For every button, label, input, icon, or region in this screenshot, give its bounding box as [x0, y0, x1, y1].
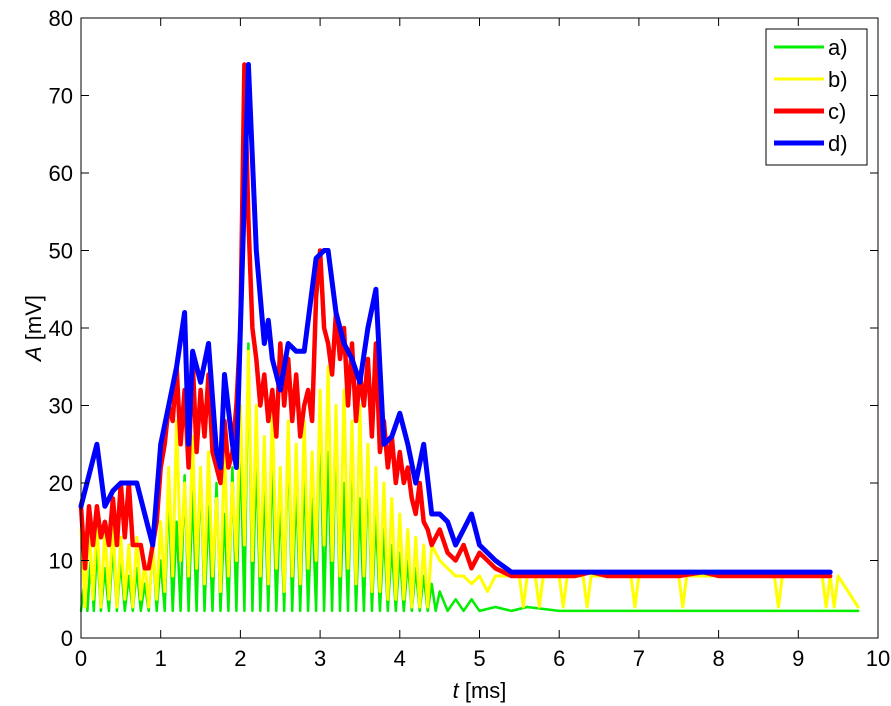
legend: a) b) c) d)	[765, 28, 868, 166]
y-axis-var: A	[21, 346, 46, 363]
y-tick-label: 20	[49, 471, 73, 496]
y-tick-label: 40	[49, 316, 73, 341]
legend-label-1: a)	[828, 35, 848, 60]
legend-items: a) b) c) d)	[774, 35, 848, 156]
legend-label-3: c)	[828, 99, 846, 124]
x-axis-label: t [ms]	[453, 678, 507, 703]
y-axis: 0 10 20 30 40 50 60 70 80	[49, 6, 878, 651]
series-line-4	[78, 62, 833, 575]
x-tick-label: 3	[314, 646, 326, 671]
y-tick-label: 60	[49, 161, 73, 186]
y-tick-label: 0	[61, 626, 73, 651]
x-tick-label: 1	[155, 646, 167, 671]
x-tick-label: 6	[553, 646, 565, 671]
legend-label-2: b)	[828, 67, 848, 92]
x-tick-label: 2	[234, 646, 246, 671]
x-tick-label: 4	[394, 646, 406, 671]
x-tick-label: 7	[633, 646, 645, 671]
y-tick-label: 10	[49, 549, 73, 574]
x-axis-unit: [ms]	[459, 678, 507, 703]
x-tick-label: 5	[473, 646, 485, 671]
x-axis: 0 1 2 3 4 5 6 7 8 9 10	[75, 18, 890, 671]
y-tick-label: 30	[49, 394, 73, 419]
x-tick-label: 10	[866, 646, 890, 671]
x-axis-var: t	[453, 678, 460, 703]
y-tick-label: 80	[49, 6, 73, 31]
x-tick-label: 9	[792, 646, 804, 671]
x-tick-label: 8	[712, 646, 724, 671]
series-layer	[78, 62, 860, 613]
legend-label-4: d)	[828, 131, 848, 156]
y-axis-label: A [mV]	[21, 295, 46, 363]
x-tick-label: 0	[75, 646, 87, 671]
y-tick-label: 70	[49, 84, 73, 109]
y-tick-label: 50	[49, 239, 73, 264]
y-axis-unit: [mV]	[21, 295, 46, 346]
